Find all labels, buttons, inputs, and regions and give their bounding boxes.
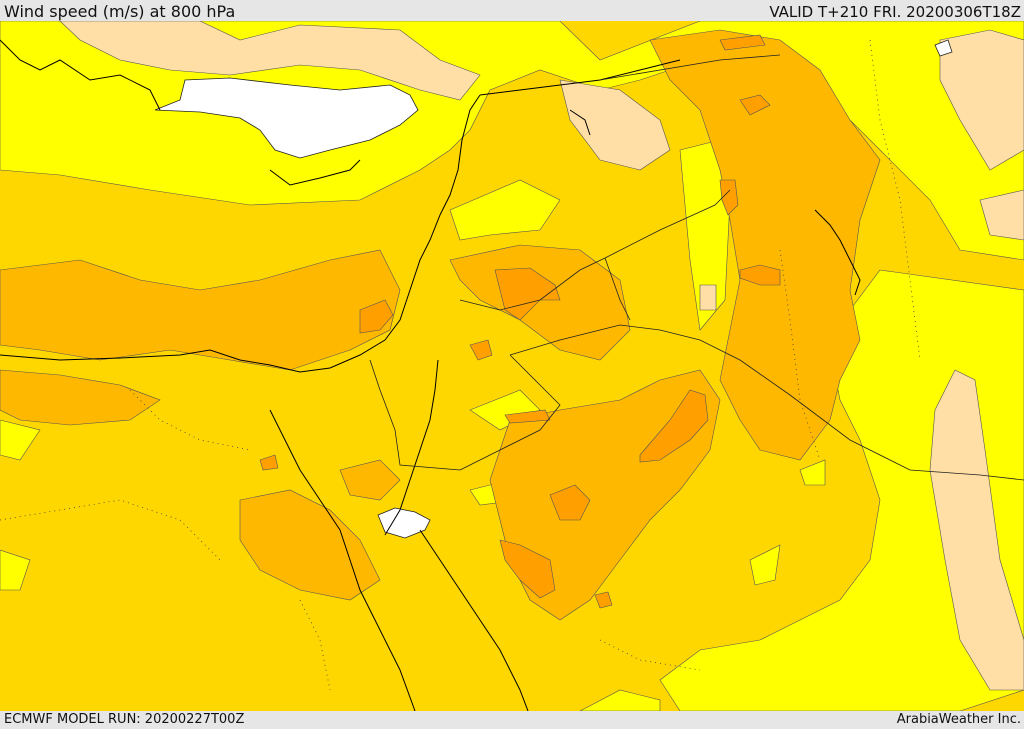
header-bar: Wind speed (m/s) at 800 hPa VALID T+210 … xyxy=(0,0,1024,21)
credit: ArabiaWeather Inc. xyxy=(896,712,1021,727)
footer-bar: ECMWF MODEL RUN: 20200227T00Z ArabiaWeat… xyxy=(0,711,1024,729)
coastlines xyxy=(0,39,861,711)
map-title: Wind speed (m/s) at 800 hPa xyxy=(4,2,236,21)
strong-wind-zones xyxy=(259,34,781,609)
valid-time: VALID T+210 FRI. 20200306T18Z xyxy=(769,3,1021,21)
dotted-isolines xyxy=(0,39,921,691)
light-wind-zones xyxy=(59,21,1024,691)
model-run: ECMWF MODEL RUN: 20200227T00Z xyxy=(4,712,245,727)
wind-speed-map[interactable] xyxy=(0,21,1024,711)
country-borders xyxy=(369,54,1024,481)
calm-zones xyxy=(154,39,953,539)
